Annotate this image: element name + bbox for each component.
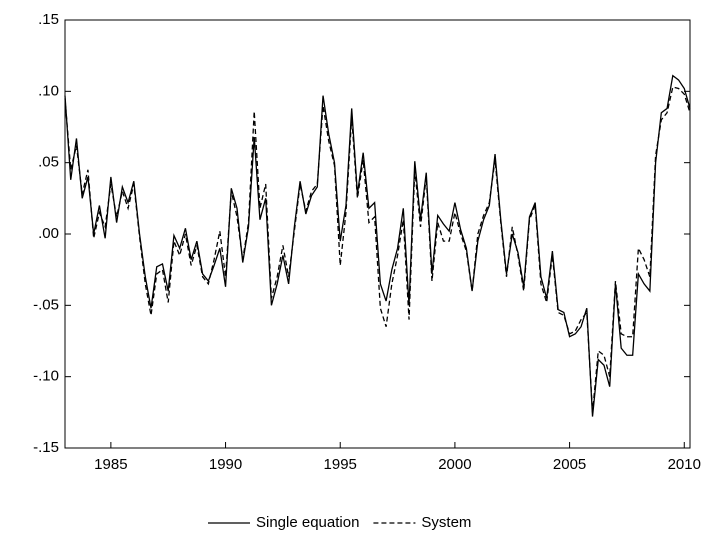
y-tick-label: -.15 bbox=[33, 439, 59, 456]
legend-label: System bbox=[421, 514, 471, 531]
legend-label: Single equation bbox=[256, 514, 359, 531]
x-tick-label: 1990 bbox=[209, 456, 242, 473]
x-tick-label: 2005 bbox=[553, 456, 586, 473]
y-tick-label: .10 bbox=[38, 82, 59, 99]
x-tick-label: 2010 bbox=[668, 456, 701, 473]
x-tick-label: 1995 bbox=[324, 456, 357, 473]
series-line bbox=[64, 74, 691, 417]
y-tick-label: .00 bbox=[38, 225, 59, 242]
x-tick-label: 1985 bbox=[94, 456, 127, 473]
y-tick-label: -.10 bbox=[33, 368, 59, 385]
x-tick-label: 2000 bbox=[438, 456, 471, 473]
y-tick-label: -.05 bbox=[33, 296, 59, 313]
y-tick-label: .05 bbox=[38, 154, 59, 171]
y-tick-label: .15 bbox=[38, 11, 59, 28]
series-line bbox=[64, 86, 691, 413]
